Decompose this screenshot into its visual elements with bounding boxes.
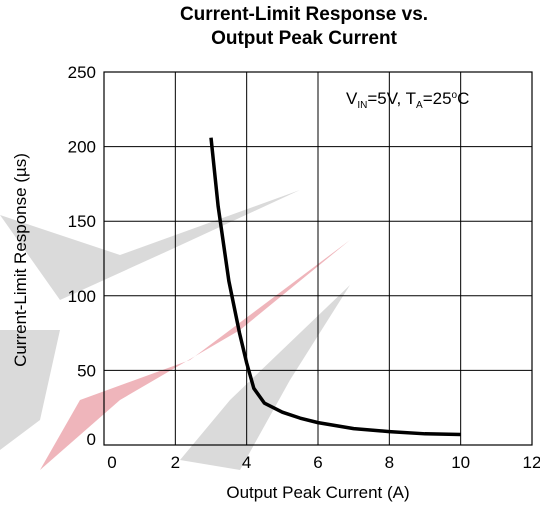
chart-title: Output Peak Current	[211, 28, 397, 49]
x-tick-label: 6	[313, 453, 322, 472]
annotation-part: =25	[423, 89, 452, 108]
y-tick-label: 50	[77, 361, 96, 380]
annotation-part: V	[346, 89, 358, 108]
chart-title: Current-Limit Response vs.	[180, 4, 428, 25]
x-tick-label: 4	[242, 453, 251, 472]
annotation-part: C	[457, 89, 469, 108]
annotation-part: IN	[357, 100, 367, 111]
y-tick-label: 250	[68, 63, 96, 82]
plot-frame	[103, 71, 533, 446]
x-tick-label: 12	[523, 453, 540, 472]
y-axis-label: Current-Limit Response (µs)	[11, 153, 30, 367]
x-tick-label: 2	[171, 453, 180, 472]
watermark	[0, 190, 350, 470]
x-tick-label: 0	[107, 453, 116, 472]
y-tick-label: 100	[68, 287, 96, 306]
x-tick-label: 8	[385, 453, 394, 472]
y-tick-label: 0	[87, 430, 96, 449]
x-tick-label: 10	[451, 453, 470, 472]
y-tick-label: 150	[68, 212, 96, 231]
data-line	[209, 137, 461, 437]
y-tick-label: 200	[68, 138, 96, 157]
annotation: VIN=5V, TA=25oC	[346, 89, 469, 111]
annotation-part: =5V, T	[367, 89, 416, 108]
annotation-part: o	[452, 90, 458, 101]
x-axis-label: Output Peak Current (A)	[226, 483, 409, 502]
annotation-part: A	[416, 100, 423, 111]
